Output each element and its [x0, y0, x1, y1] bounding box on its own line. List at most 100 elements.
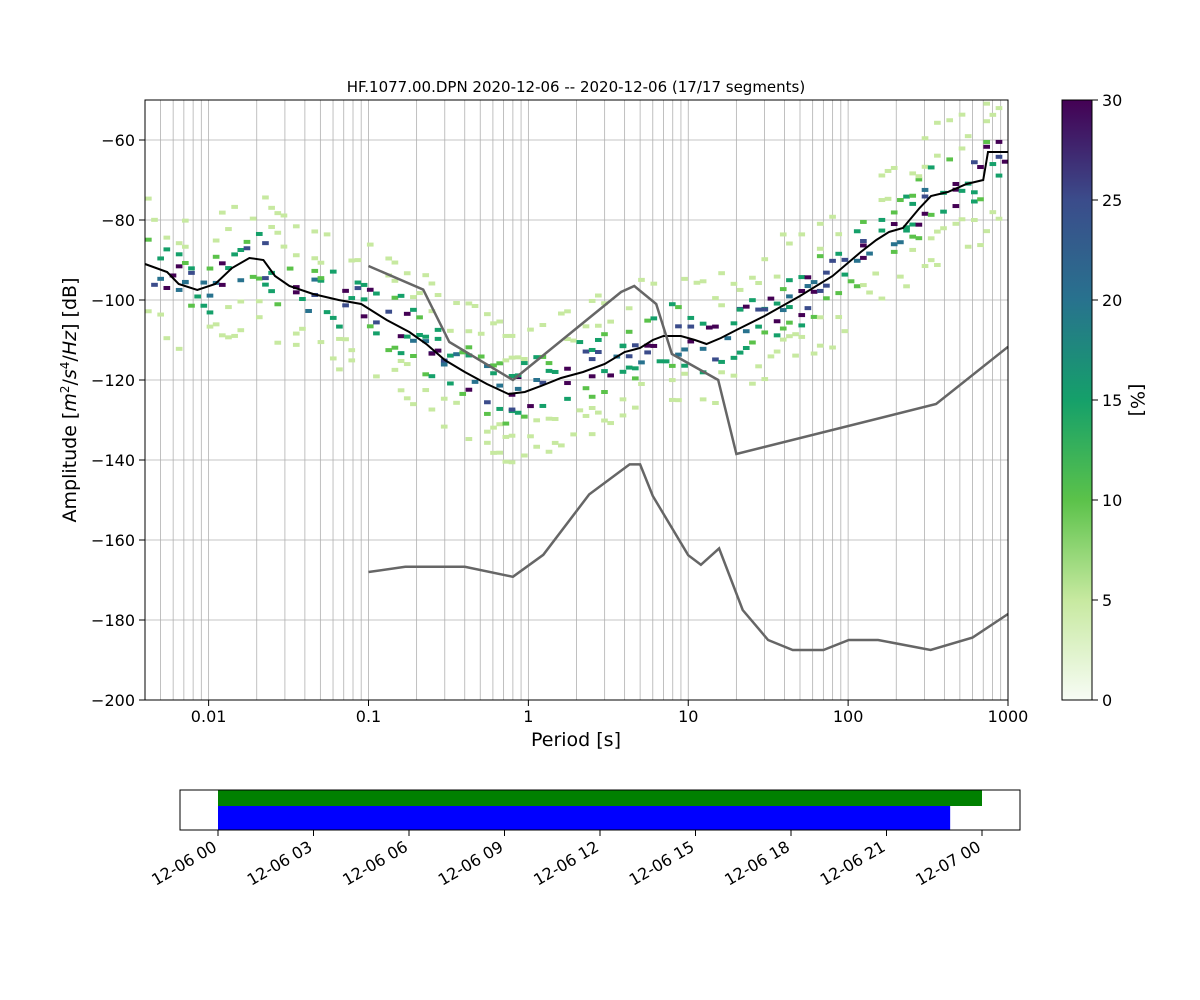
- heatmap-cell: [249, 274, 257, 279]
- y-tick-label: −160: [91, 531, 135, 550]
- heatmap-cell: [958, 217, 966, 222]
- heatmap-cell: [360, 297, 368, 302]
- heatmap-cell: [151, 217, 158, 222]
- heatmap-cell: [681, 363, 688, 368]
- heatmap-cell: [311, 256, 319, 261]
- heatmap-cell: [878, 217, 886, 222]
- heatmap-cell: [397, 351, 405, 356]
- heatmap-cell: [625, 365, 633, 370]
- heatmap-cell: [502, 421, 510, 426]
- heatmap-cell: [496, 450, 504, 455]
- heatmap-cell: [588, 357, 596, 362]
- heatmap-cell: [570, 432, 577, 437]
- heatmap-cell: [644, 350, 651, 355]
- heatmap-cell: [971, 160, 978, 165]
- heatmap-cell: [508, 407, 516, 412]
- heatmap-cell: [921, 136, 929, 141]
- heatmap-cell: [860, 283, 867, 288]
- grid: [144, 100, 1009, 701]
- heatmap-cell: [810, 351, 818, 356]
- heatmap-cell: [761, 330, 769, 335]
- heatmap-cell: [749, 298, 756, 303]
- heatmap-cell: [502, 459, 510, 464]
- heatmap-cell: [521, 361, 528, 366]
- colorbar-ticks: 0 5 10 15 20 25 30: [1092, 91, 1122, 710]
- heatmap-cell: [761, 257, 769, 262]
- heatmap-cell: [675, 398, 682, 403]
- heatmap-cell: [496, 422, 504, 427]
- heatmap-cell: [668, 363, 676, 368]
- heatmap-cell: [397, 334, 405, 339]
- colorbar-tick-label: 30: [1102, 91, 1122, 110]
- heatmap-cell: [866, 290, 873, 295]
- heatmap-cell: [249, 216, 257, 221]
- heatmap-cell: [644, 318, 651, 323]
- heatmap-cell: [631, 343, 639, 348]
- heatmap-cell: [188, 303, 195, 308]
- heatmap-cell: [903, 228, 910, 233]
- y-axis-label: Amplitude [m2/s4/Hz] [dB]: [58, 278, 81, 523]
- heatmap-cell: [977, 243, 984, 248]
- heatmap-cell: [934, 262, 941, 267]
- heatmap-cell: [804, 284, 812, 289]
- heatmap-cell: [218, 210, 226, 215]
- heatmap-cell: [829, 345, 836, 350]
- heatmap-cell: [317, 278, 325, 283]
- heatmap-cell: [385, 256, 393, 261]
- heatmap-cell: [373, 291, 380, 296]
- heatmap-cell: [360, 282, 368, 287]
- x-tick-label: 0.1: [356, 707, 381, 726]
- heatmap-cell: [921, 164, 929, 169]
- heatmap-cell: [453, 352, 460, 357]
- heatmap-cell: [533, 444, 541, 449]
- heatmap-cell: [323, 232, 331, 237]
- heatmap-cell: [983, 229, 991, 234]
- heatmap-cell: [964, 134, 972, 139]
- heatmap-cell: [1001, 159, 1009, 164]
- heatmap-cell: [342, 288, 349, 293]
- heatmap-cell: [175, 346, 183, 351]
- heatmap-cell: [212, 322, 220, 327]
- heatmap-cell: [699, 397, 707, 402]
- heatmap-cell: [465, 353, 473, 358]
- heatmap-cell: [693, 280, 701, 285]
- heatmap-cell: [921, 264, 929, 269]
- x-axis-ticks: 0.01 0.1 1 10 100 1000: [191, 700, 1028, 726]
- x-tick-label: 10: [678, 707, 698, 726]
- heatmap-cell: [576, 340, 584, 345]
- heatmap-cell: [625, 354, 633, 359]
- heatmap-cell: [403, 396, 411, 401]
- heatmap-cell: [829, 258, 836, 263]
- heatmap-cell: [410, 295, 417, 300]
- heatmap-cell: [625, 329, 633, 334]
- heatmap-cell: [422, 273, 430, 278]
- x-tick-label: 100: [833, 707, 864, 726]
- heatmap-cell: [903, 225, 910, 230]
- heatmap-cell: [292, 342, 300, 347]
- heatmap-cell: [681, 371, 688, 376]
- heatmap-cell: [742, 329, 750, 334]
- heatmap-cell: [145, 196, 152, 201]
- heatmap-cell: [681, 276, 688, 281]
- heatmap-cell: [274, 230, 282, 235]
- heatmap-cell: [952, 221, 960, 226]
- heatmap-cell: [841, 257, 849, 262]
- heatmap-cell: [656, 359, 664, 364]
- heatmap-cell: [459, 350, 467, 355]
- heatmap-cell: [779, 287, 787, 292]
- heatmap-cell: [718, 370, 725, 375]
- heatmap-cell: [989, 112, 997, 117]
- heatmap-cell: [786, 278, 793, 283]
- heatmap-cell: [465, 329, 473, 334]
- heatmap-cell: [360, 314, 368, 319]
- colorbar-tick-label: 10: [1102, 491, 1122, 510]
- heatmap-cell: [422, 372, 430, 377]
- heatmap-cell: [983, 139, 991, 144]
- heatmap-cell: [977, 165, 984, 170]
- x-tick-label: 1: [523, 707, 533, 726]
- heatmap-cell: [736, 307, 744, 312]
- heatmap-cell: [724, 336, 732, 341]
- heatmap-cell: [915, 177, 923, 182]
- heatmap-cell: [816, 315, 824, 320]
- heatmap-cell: [336, 367, 343, 372]
